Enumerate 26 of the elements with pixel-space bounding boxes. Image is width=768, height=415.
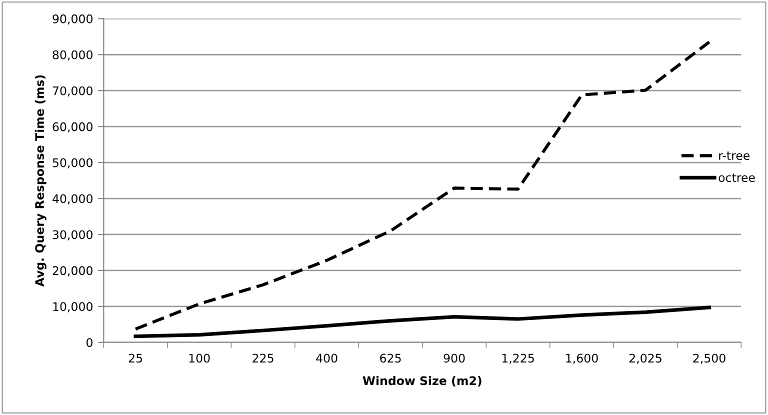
y-tick-label: 40,000 <box>52 194 92 204</box>
y-tick-label: 0 <box>86 338 92 348</box>
x-tick-label: 1,225 <box>502 354 534 364</box>
x-axis-title: Window Size (m2) <box>362 376 482 387</box>
x-tick-label: 100 <box>189 354 210 363</box>
y-tick-label: 90,000 <box>52 14 92 25</box>
legend-label: r-tree <box>719 152 750 160</box>
x-tick-label: 900 <box>444 354 465 363</box>
y-tick-label: 30,000 <box>52 230 92 240</box>
y-tick-label: 70,000 <box>52 86 92 96</box>
y-axis-title: Avg. Query Response Time (ms) <box>34 75 46 287</box>
legend-label: octree <box>718 174 755 182</box>
x-tick-label: 625 <box>380 354 401 363</box>
x-tick-label: 25 <box>128 354 142 363</box>
y-tick-label: 20,000 <box>52 266 92 276</box>
x-tick-label: 2,500 <box>693 354 726 364</box>
x-tick-label: 1,600 <box>566 354 598 364</box>
y-tick-label: 50,000 <box>52 158 92 168</box>
x-tick-label: 400 <box>316 354 338 363</box>
y-tick-label: 80,000 <box>52 50 92 60</box>
x-tick-label: 225 <box>252 354 274 363</box>
line-series <box>134 306 712 338</box>
x-tick-label: 2,025 <box>629 354 662 364</box>
y-tick-label: 60,000 <box>52 122 92 132</box>
y-tick-label: 10,000 <box>53 302 92 312</box>
line-series <box>134 40 711 331</box>
